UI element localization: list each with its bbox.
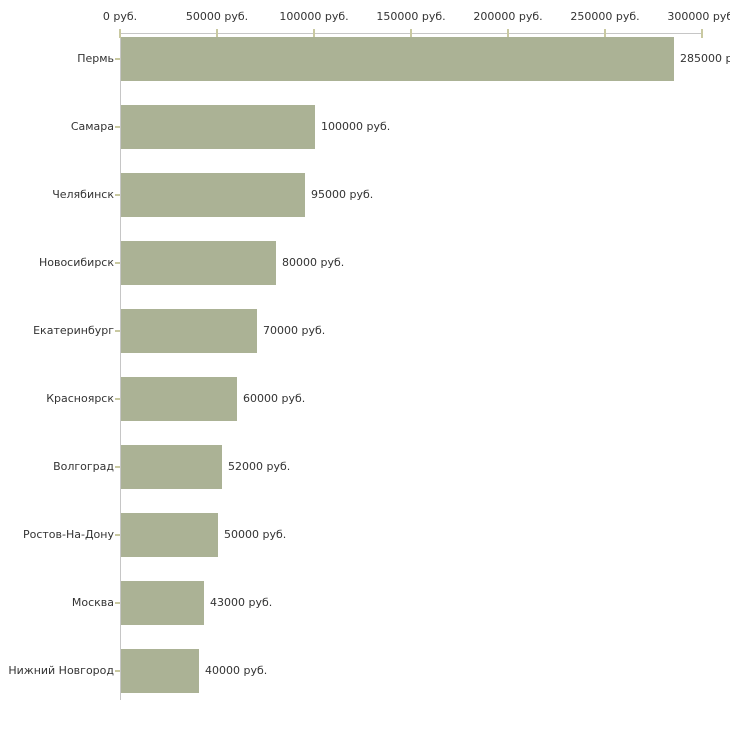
x-axis-tick: [313, 29, 315, 38]
category-label: Челябинск: [52, 188, 114, 201]
bar: [121, 309, 257, 353]
bar: [121, 513, 218, 557]
y-axis-tick: [115, 194, 120, 196]
value-label: 43000 руб.: [210, 596, 273, 609]
x-axis-tick-label: 100000 руб.: [279, 10, 349, 23]
value-label: 70000 руб.: [263, 324, 326, 337]
category-label: Нижний Новгород: [8, 664, 114, 677]
y-axis-tick: [115, 262, 120, 264]
x-axis-tick: [701, 29, 703, 38]
x-axis-tick: [216, 29, 218, 38]
y-axis-tick: [115, 398, 120, 400]
x-axis-tick: [604, 29, 606, 38]
x-axis-tick: [410, 29, 412, 38]
category-label: Москва: [71, 596, 114, 609]
value-label: 100000 руб.: [321, 120, 391, 133]
category-label: Волгоград: [53, 460, 114, 473]
y-axis-tick: [115, 126, 120, 128]
value-label: 285000 руб.: [680, 52, 730, 65]
value-label: 80000 руб.: [282, 256, 345, 269]
bar: [121, 377, 237, 421]
bar: [121, 105, 315, 149]
x-axis-tick-label: 50000 руб.: [185, 10, 249, 23]
bar: [121, 241, 276, 285]
bar: [121, 445, 222, 489]
bar: [121, 649, 199, 693]
y-axis-tick: [115, 534, 120, 536]
bar: [121, 173, 305, 217]
category-label: Ростов-На-Дону: [22, 528, 114, 541]
category-label: Самара: [70, 120, 114, 133]
value-label: 40000 руб.: [205, 664, 268, 677]
value-label: 95000 руб.: [311, 188, 374, 201]
x-axis-tick-label: 200000 руб.: [473, 10, 543, 23]
y-axis-tick: [115, 466, 120, 468]
x-axis-tick: [507, 29, 509, 38]
x-axis-tick: [119, 29, 121, 38]
category-label: Екатеринбург: [33, 324, 114, 337]
value-label: 60000 руб.: [243, 392, 306, 405]
x-axis-tick-label: 150000 руб.: [376, 10, 446, 23]
bar: [121, 581, 204, 625]
y-axis-line: [120, 33, 121, 700]
x-axis-tick-label: 0 руб.: [102, 10, 138, 23]
category-label: Красноярск: [46, 392, 114, 405]
y-axis-tick: [115, 58, 120, 60]
y-axis-tick: [115, 602, 120, 604]
x-axis-tick-label: 300000 руб.: [667, 10, 730, 23]
bar: [121, 37, 674, 81]
y-axis-tick: [115, 330, 120, 332]
value-label: 52000 руб.: [228, 460, 291, 473]
x-axis-tick-label: 250000 руб.: [570, 10, 640, 23]
category-label: Пермь: [77, 52, 114, 65]
y-axis-tick: [115, 670, 120, 672]
value-label: 50000 руб.: [224, 528, 287, 541]
category-label: Новосибирск: [38, 256, 114, 269]
